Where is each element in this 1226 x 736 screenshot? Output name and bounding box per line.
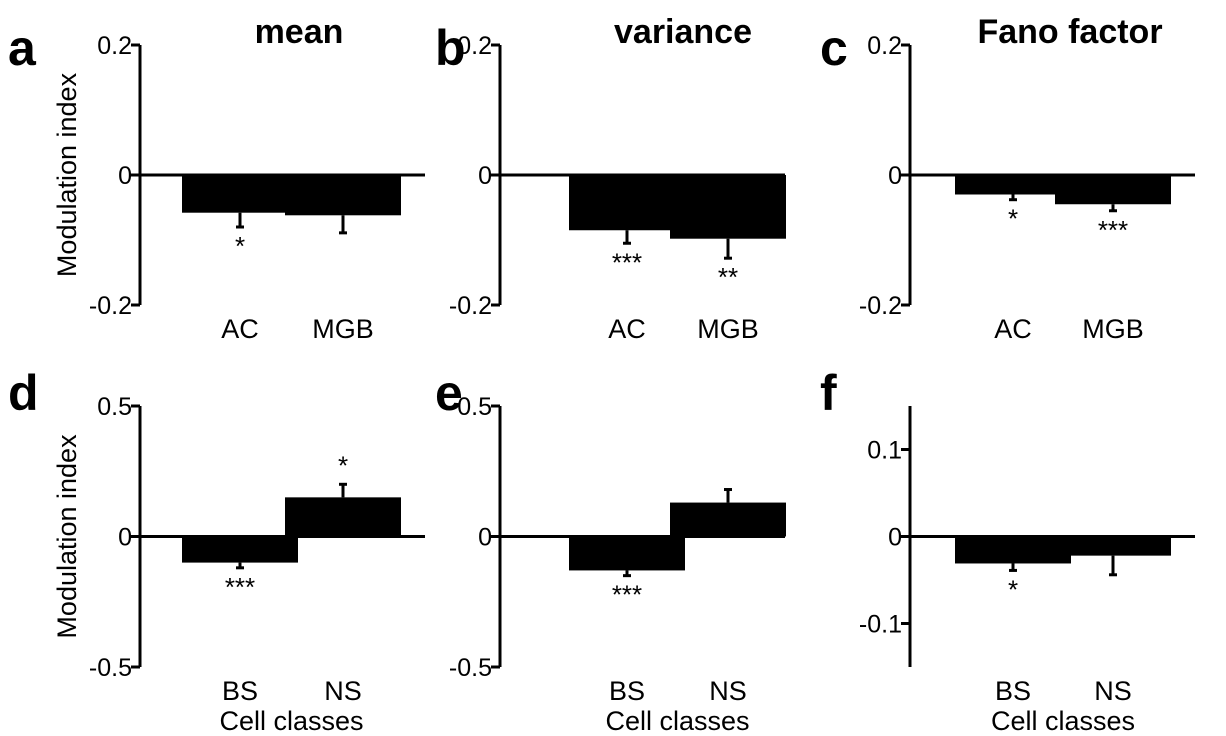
panel-b-significance-mgb: **: [718, 262, 738, 292]
panel-f-letter: f: [820, 365, 837, 421]
panel-b-category-label-mgb: MGB: [697, 314, 759, 344]
panel-f-significance-bs: *: [1008, 574, 1018, 604]
panel-b-bar-ac: [569, 175, 685, 231]
panel-e-tick-label: -0.5: [449, 654, 492, 682]
panel-d-letter: d: [8, 365, 39, 421]
panel-d-category-label-bs: BS: [222, 676, 258, 706]
panel-e-bar-bs: [569, 536, 685, 571]
panel-f-tick-label: 0.1: [867, 437, 902, 465]
panel-b-tick-label: 0.2: [457, 32, 492, 60]
panel-c-category-label-mgb: MGB: [1082, 314, 1144, 344]
panel-a-category-label-ac: AC: [221, 314, 259, 344]
panel-a-significance-ac: *: [235, 231, 245, 261]
panel-e-bar-ns: [670, 502, 786, 537]
panel-b-tick-label: -0.2: [449, 292, 492, 320]
panel-f-tick-label: 0: [888, 524, 902, 552]
panel-d-tick-label: 0: [118, 524, 132, 552]
panel-b-letter: b: [435, 20, 466, 76]
panel-a-bar-mgb: [285, 175, 401, 216]
panel-a-tick-label: 0: [118, 162, 132, 190]
panel-d-bar-ns: [285, 497, 401, 537]
panel-e-significance-bs: ***: [612, 580, 642, 610]
panel-c-significance-mgb: ***: [1098, 215, 1128, 245]
panel-f-category-label-bs: BS: [995, 676, 1031, 706]
panel-c-significance-ac: *: [1008, 204, 1018, 234]
panel-e-category-label-ns: NS: [709, 676, 747, 706]
panel-d-y-axis-label: Modulation index: [52, 434, 82, 639]
panel-f-x-axis-label: Cell classes: [991, 706, 1135, 736]
panel-c-title: Fano factor: [977, 13, 1162, 51]
panel-c-tick-label: 0.2: [867, 32, 902, 60]
panel-a-title: mean: [255, 13, 344, 51]
panel-e-x-axis-label: Cell classes: [605, 706, 749, 736]
panel-d-x-axis-label: Cell classes: [219, 706, 363, 736]
panel-a-letter: a: [8, 20, 37, 76]
panel-f-bar-bs: [955, 536, 1071, 564]
panel-c-bar-mgb: [1055, 175, 1171, 205]
panel-d-category-label-ns: NS: [324, 676, 362, 706]
panel-b-significance-ac: ***: [612, 247, 642, 277]
panel-b-title: variance: [614, 13, 752, 51]
panel-a-category-label-mgb: MGB: [312, 314, 374, 344]
panel-f-tick-label: -0.1: [859, 611, 902, 639]
panel-e-tick-label: 0.5: [457, 393, 492, 421]
panel-a-y-axis-label: Modulation index: [52, 72, 82, 277]
panel-c-tick-label: 0: [888, 162, 902, 190]
panel-d-tick-label: 0.5: [97, 393, 132, 421]
panel-b-category-label-ac: AC: [608, 314, 646, 344]
panel-c-tick-label: -0.2: [859, 292, 902, 320]
panel-f-bar-ns: [1055, 536, 1171, 556]
panel-b-bar-mgb: [670, 175, 786, 239]
panel-e-category-label-bs: BS: [609, 676, 645, 706]
panel-f-category-label-ns: NS: [1094, 676, 1132, 706]
panel-a-bar-ac: [182, 175, 298, 213]
panel-c-bar-ac: [955, 175, 1071, 195]
panel-a-tick-label: 0.2: [97, 32, 132, 60]
panel-e-tick-label: 0: [478, 524, 492, 552]
panel-d-significance-ns: *: [338, 450, 348, 480]
panel-e-letter: e: [435, 365, 463, 421]
panel-c-letter: c: [820, 20, 848, 76]
panel-c-category-label-ac: AC: [994, 314, 1032, 344]
panel-b-tick-label: 0: [478, 162, 492, 190]
panel-a-tick-label: -0.2: [89, 292, 132, 320]
panel-d-tick-label: -0.5: [89, 654, 132, 682]
panel-d-significance-bs: ***: [225, 572, 255, 602]
panel-d-bar-bs: [182, 536, 298, 563]
